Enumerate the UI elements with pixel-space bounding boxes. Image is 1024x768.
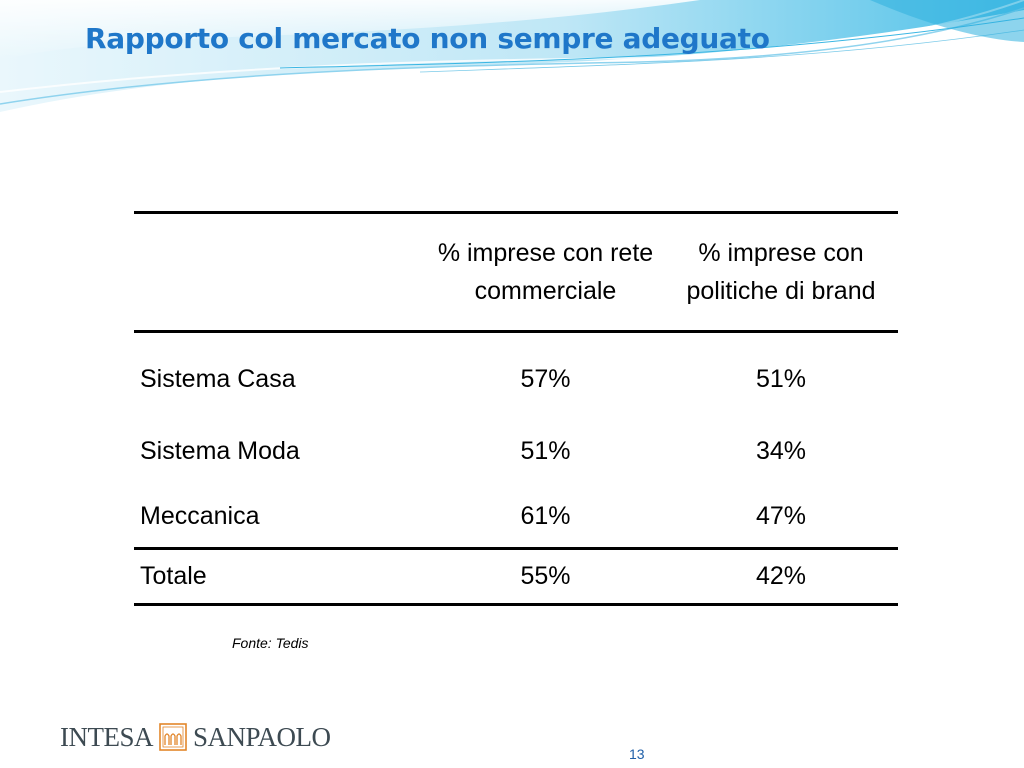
row-label: Sistema Moda	[140, 436, 300, 465]
decorative-header-wave	[0, 0, 1024, 112]
total-rete-value: 55%	[427, 547, 664, 606]
total-label: Totale	[134, 547, 427, 606]
intesa-sanpaolo-logo: INTESA SANPAOLO	[60, 720, 331, 754]
intesa-sanpaolo-arches-icon	[159, 723, 187, 751]
table-total-row: Totale 55% 42%	[134, 547, 898, 606]
rete-value: 51%	[520, 436, 571, 465]
column-header-label	[134, 211, 427, 333]
table-row: Sistema Moda 51% 34%	[134, 416, 898, 486]
logo-word-right: SANPAOLO	[193, 722, 331, 752]
slide-title: Rapporto col mercato non sempre adeguato	[85, 22, 770, 55]
table-row: Sistema Casa 57% 51%	[134, 332, 898, 417]
brand-value: 51%	[755, 365, 807, 393]
data-table: % imprese con rete commerciale % imprese…	[134, 211, 898, 606]
source-note: Fonte: Tedis	[232, 635, 309, 651]
row-label: Meccanica	[140, 502, 260, 530]
total-brand-value: 42%	[664, 547, 898, 606]
brand-value: 34%	[755, 436, 807, 465]
brand-value: 47%	[755, 502, 807, 530]
page-number: 13	[629, 746, 645, 762]
rete-value: 61%	[520, 502, 571, 530]
column-header-brand: % imprese con politiche di brand	[664, 211, 898, 333]
row-label: Sistema Casa	[140, 365, 296, 393]
rete-value: 57%	[520, 365, 571, 393]
table-header-row: % imprese con rete commerciale % imprese…	[134, 211, 898, 333]
logo-word-left: INTESA	[60, 722, 154, 752]
table-row: Meccanica 61% 47%	[134, 486, 898, 549]
column-header-rete: % imprese con rete commerciale	[427, 211, 664, 333]
